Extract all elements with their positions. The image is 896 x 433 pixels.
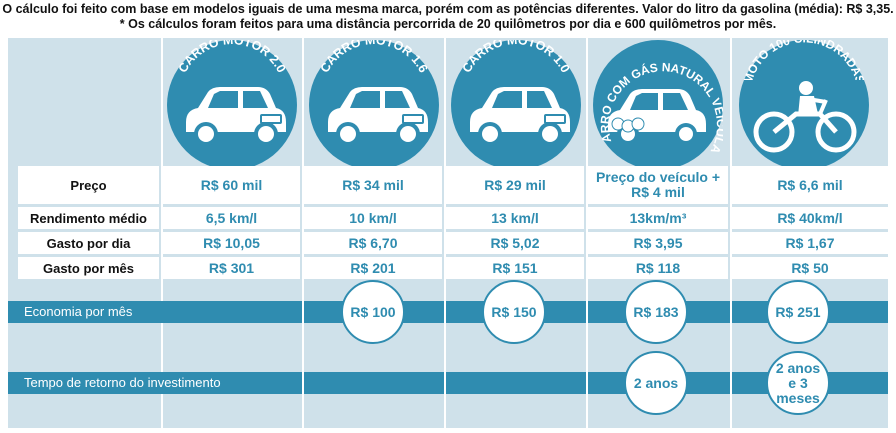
table-cell: R$ 10,05 (163, 232, 300, 254)
column-separator (302, 301, 304, 323)
retorno-badge: 2 anos (624, 351, 688, 415)
retorno-label: Tempo de retorno do investimento (24, 375, 221, 390)
car-icon (328, 87, 428, 146)
retorno-band: Tempo de retorno do investimento (8, 372, 888, 394)
retorno-badge: 2 anos e 3 meses (766, 351, 830, 415)
economia-badge: R$ 150 (482, 280, 546, 344)
row-label: Rendimento médio (18, 207, 159, 229)
column-separator (586, 38, 588, 428)
row-label: Gasto por mês (18, 257, 159, 279)
column-separator (302, 372, 304, 394)
vehicle-disc-motor-2-0: CARRO MOTOR 2.0 (167, 33, 297, 170)
table-cell: R$ 151 (446, 257, 584, 279)
table-cell: Preço do veículo + R$ 4 mil (588, 166, 728, 204)
table-cell: 13 km/l (446, 207, 584, 229)
vehicle-disc-motor-1-6: CARRO MOTOR 1.6 (309, 33, 439, 170)
table-cell: 13km/m³ (588, 207, 728, 229)
car-icon (470, 87, 570, 146)
column-separator (444, 301, 446, 323)
column-separator (302, 38, 304, 428)
column-separator (586, 301, 588, 323)
column-separator (730, 301, 732, 323)
economia-band: Economia por mês (8, 301, 888, 323)
table-cell: R$ 1,67 (732, 232, 888, 254)
economia-label: Economia por mês (24, 304, 133, 319)
column-separator (586, 372, 588, 394)
table-cell: R$ 29 mil (446, 166, 584, 204)
table-cell: R$ 3,95 (588, 232, 728, 254)
table-cell: R$ 50 (732, 257, 888, 279)
table-cell: R$ 60 mil (163, 166, 300, 204)
table-cell: 6,5 km/l (163, 207, 300, 229)
row-label: Preço (18, 166, 159, 204)
vehicle-disc-gnv: CARRO COM GÁS NATURAL VEICULAR (589, 29, 728, 170)
motorcycle-icon (753, 81, 857, 153)
economia-badge: R$ 100 (341, 280, 405, 344)
economia-badge: R$ 183 (624, 280, 688, 344)
car-icon (186, 87, 286, 146)
vehicle-disc-motor-1-0: CARRO MOTOR 1.0 (451, 33, 581, 170)
column-separator (444, 38, 446, 428)
column-separator (730, 38, 732, 428)
column-separator (730, 372, 732, 394)
intro-text: O cálculo foi feito com base em modelos … (2, 2, 894, 31)
column-separator (444, 372, 446, 394)
row-label: Gasto por dia (18, 232, 159, 254)
table-cell: R$ 6,70 (304, 232, 442, 254)
table-cell: R$ 40km/l (732, 207, 888, 229)
table-cell: R$ 301 (163, 257, 300, 279)
table-cell: R$ 6,6 mil (732, 166, 888, 204)
gas-car-icon (608, 89, 706, 145)
vehicle-disc-moto-100: MOTO 100 CILINDRADAS (739, 31, 869, 170)
table-cell: R$ 118 (588, 257, 728, 279)
economia-badge: R$ 251 (766, 280, 830, 344)
table-cell: R$ 34 mil (304, 166, 442, 204)
table-cell: 10 km/l (304, 207, 442, 229)
column-separator (161, 38, 163, 428)
table-cell: R$ 201 (304, 257, 442, 279)
table-cell: R$ 5,02 (446, 232, 584, 254)
